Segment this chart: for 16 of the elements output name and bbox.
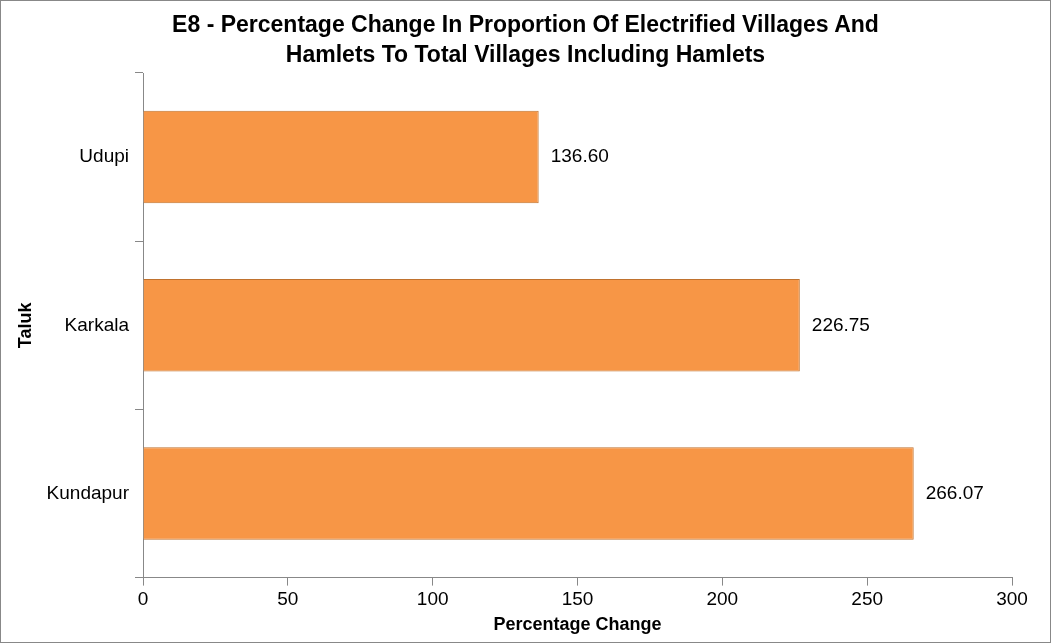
- data-label: 136.60: [550, 145, 609, 167]
- y-axis-title: Taluk: [14, 301, 35, 349]
- y-tick-label: Udupi: [79, 145, 129, 167]
- data-label: 226.75: [811, 313, 870, 335]
- x-tick-label: 50: [277, 588, 299, 610]
- x-tick-label: 100: [416, 588, 449, 610]
- x-tick-label: 300: [996, 588, 1028, 610]
- x-axis-title: Percentage Change: [493, 614, 662, 635]
- x-tick-label: 250: [851, 588, 884, 610]
- x-tick-label: 0: [137, 588, 149, 610]
- y-tick-label: Karkala: [64, 313, 130, 335]
- chart-title: E8 - Percentage Change In Proportion Of Electrified Villages And Hamlets To Total Villages Including Hamlets: [171, 10, 880, 69]
- data-label: 266.07: [925, 481, 984, 503]
- x-tick-label: 150: [561, 588, 594, 610]
- y-tick-label: Kundapur: [46, 481, 130, 503]
- x-tick-label: 200: [706, 588, 739, 610]
